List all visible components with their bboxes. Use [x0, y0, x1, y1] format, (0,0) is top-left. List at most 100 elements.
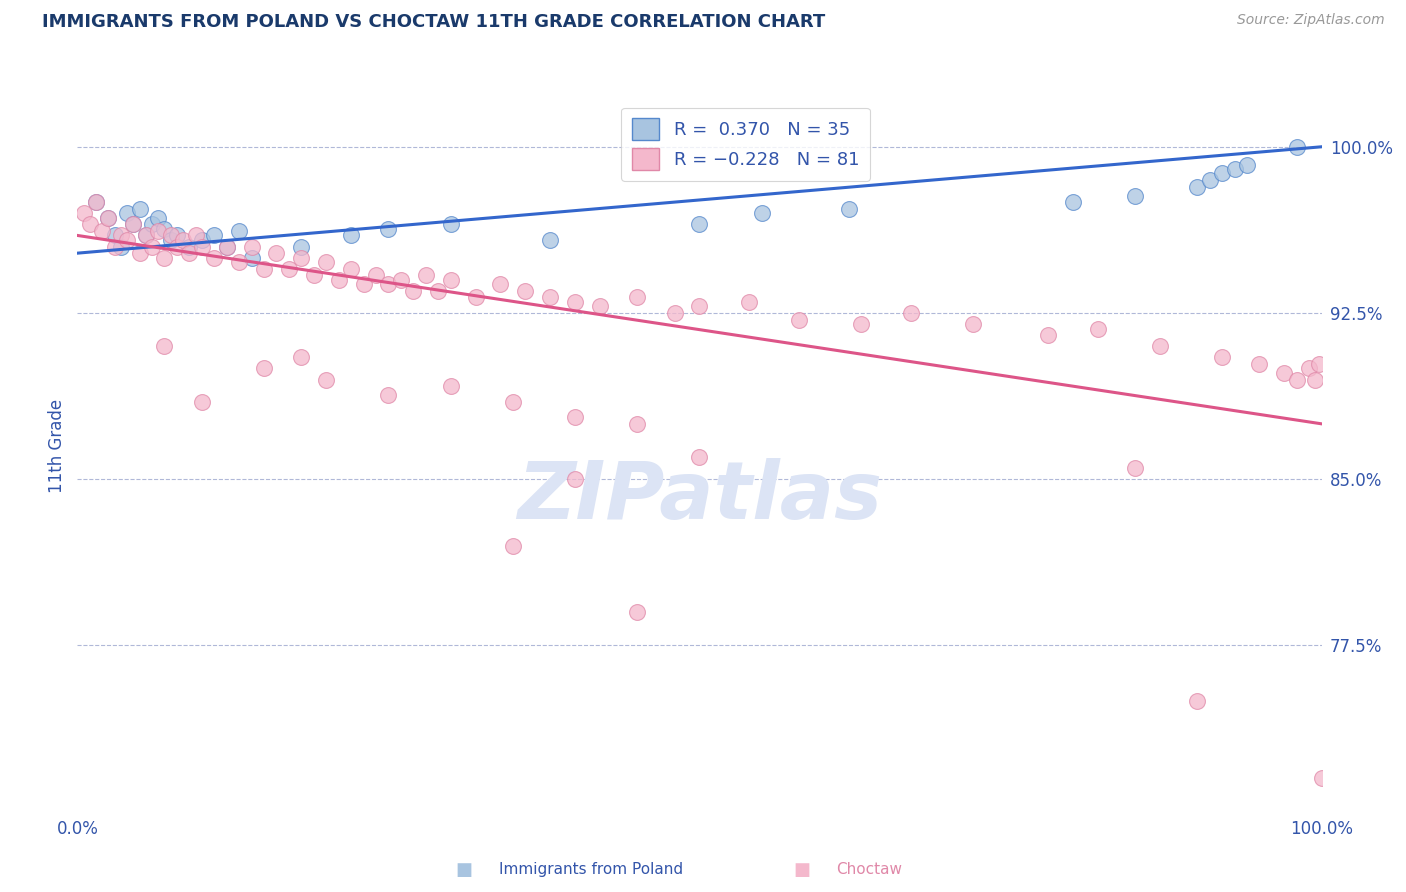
- Point: [215, 239, 238, 253]
- Point: [564, 410, 586, 425]
- Point: [489, 277, 512, 292]
- Point: [97, 211, 120, 225]
- Text: ■: ■: [793, 861, 810, 879]
- Point: [202, 251, 225, 265]
- Point: [302, 268, 325, 283]
- Point: [115, 233, 138, 247]
- Point: [240, 251, 263, 265]
- Y-axis label: 11th Grade: 11th Grade: [48, 399, 66, 493]
- Point: [1308, 357, 1330, 371]
- Point: [900, 306, 922, 320]
- Point: [84, 195, 107, 210]
- Point: [1036, 328, 1059, 343]
- Point: [751, 206, 773, 220]
- Point: [787, 312, 810, 326]
- Point: [1198, 173, 1220, 187]
- Point: [689, 218, 711, 232]
- Point: [1285, 140, 1308, 154]
- Point: [128, 246, 150, 260]
- Point: [84, 195, 107, 210]
- Text: Immigrants from Poland: Immigrants from Poland: [499, 863, 683, 877]
- Point: [104, 239, 127, 253]
- Point: [166, 228, 188, 243]
- Point: [122, 218, 145, 232]
- Point: [1123, 188, 1146, 202]
- Point: [538, 291, 561, 305]
- Point: [266, 246, 288, 260]
- Point: [689, 450, 711, 464]
- Point: [153, 221, 176, 235]
- Point: [1187, 694, 1209, 708]
- Point: [290, 351, 312, 365]
- Point: [464, 291, 486, 305]
- Point: [1211, 351, 1233, 365]
- Point: [141, 239, 163, 253]
- Point: [340, 228, 363, 243]
- Point: [290, 239, 312, 253]
- Point: [353, 277, 375, 292]
- Text: IMMIGRANTS FROM POLAND VS CHOCTAW 11TH GRADE CORRELATION CHART: IMMIGRANTS FROM POLAND VS CHOCTAW 11TH G…: [42, 13, 825, 31]
- Point: [110, 228, 132, 243]
- Point: [179, 246, 201, 260]
- Point: [115, 206, 138, 220]
- Point: [91, 224, 114, 238]
- Point: [838, 202, 860, 216]
- Point: [515, 284, 537, 298]
- Point: [191, 394, 214, 409]
- Legend: R =  0.370   N = 35, R = −0.228   N = 81: R = 0.370 N = 35, R = −0.228 N = 81: [621, 108, 870, 180]
- Point: [128, 202, 150, 216]
- Point: [1285, 372, 1308, 386]
- Point: [191, 233, 214, 247]
- Point: [1123, 461, 1146, 475]
- Point: [415, 268, 437, 283]
- Point: [439, 273, 461, 287]
- Text: Choctaw: Choctaw: [837, 863, 903, 877]
- Point: [202, 228, 225, 243]
- Point: [1087, 321, 1109, 335]
- Point: [377, 221, 399, 235]
- Point: [172, 233, 194, 247]
- Point: [110, 239, 132, 253]
- Text: ■: ■: [456, 861, 472, 879]
- Point: [340, 261, 363, 276]
- Point: [1298, 361, 1320, 376]
- Point: [1305, 372, 1327, 386]
- Point: [148, 224, 170, 238]
- Point: [135, 228, 157, 243]
- Point: [79, 218, 101, 232]
- Point: [377, 388, 399, 402]
- Point: [135, 228, 157, 243]
- Point: [1236, 157, 1258, 171]
- Point: [228, 255, 250, 269]
- Point: [141, 218, 163, 232]
- Point: [153, 339, 176, 353]
- Point: [427, 284, 450, 298]
- Point: [538, 233, 561, 247]
- Point: [97, 211, 120, 225]
- Point: [166, 239, 188, 253]
- Point: [153, 251, 176, 265]
- Point: [364, 268, 387, 283]
- Point: [1187, 179, 1209, 194]
- Point: [564, 472, 586, 486]
- Point: [328, 273, 350, 287]
- Point: [589, 299, 612, 313]
- Point: [402, 284, 425, 298]
- Text: ZIPatlas: ZIPatlas: [517, 458, 882, 536]
- Point: [1310, 772, 1333, 786]
- Point: [502, 394, 524, 409]
- Point: [72, 206, 94, 220]
- Point: [564, 294, 586, 309]
- Point: [664, 306, 686, 320]
- Point: [1062, 195, 1084, 210]
- Point: [626, 291, 648, 305]
- Point: [439, 218, 461, 232]
- Point: [502, 539, 524, 553]
- Point: [689, 299, 711, 313]
- Point: [215, 239, 238, 253]
- Point: [184, 228, 207, 243]
- Point: [104, 228, 127, 243]
- Point: [277, 261, 299, 276]
- Point: [253, 261, 276, 276]
- Point: [851, 317, 873, 331]
